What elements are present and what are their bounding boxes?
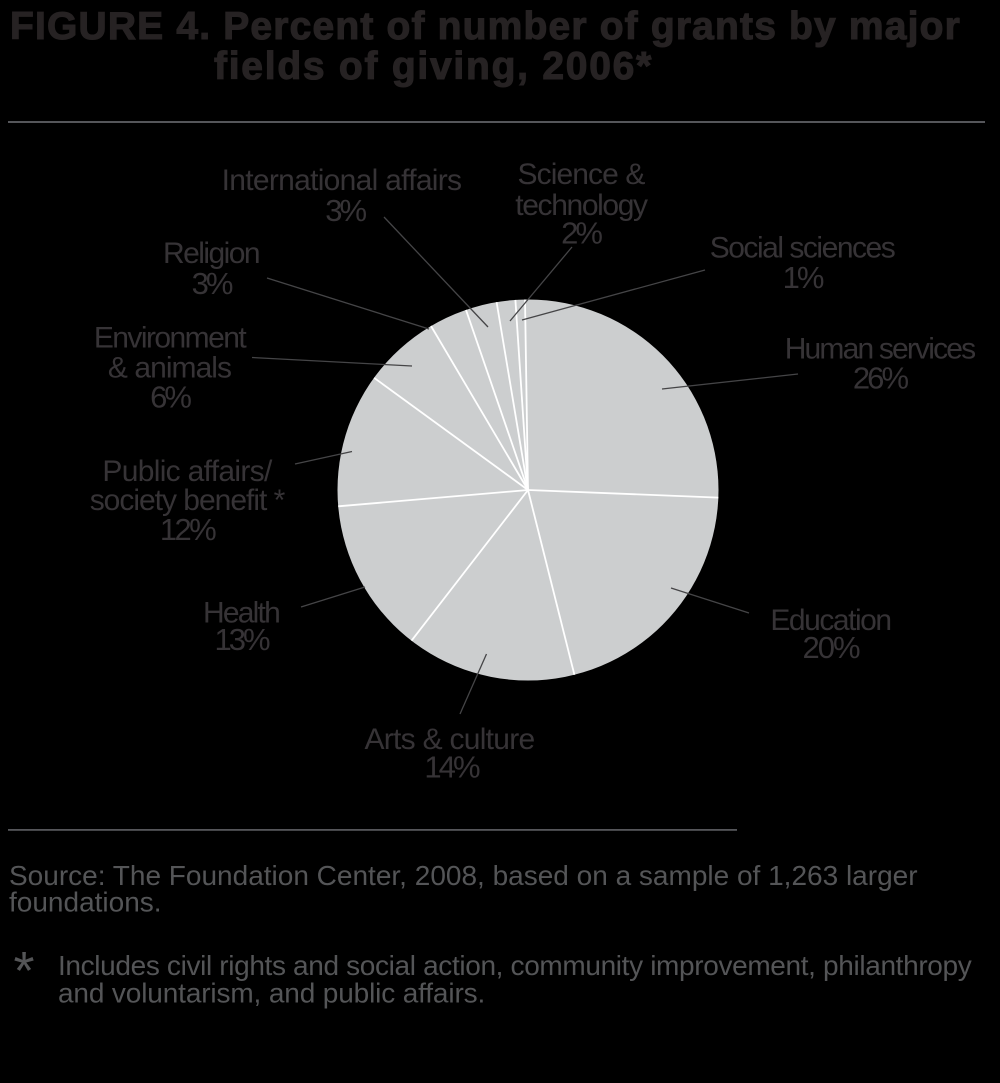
svg-text:Arts & culture: Arts & culture bbox=[365, 723, 535, 756]
svg-text:6%: 6% bbox=[150, 380, 191, 415]
svg-text:foundations.: foundations. bbox=[9, 887, 162, 918]
svg-text:*: * bbox=[14, 941, 35, 1001]
svg-text:Science &: Science & bbox=[518, 158, 646, 191]
svg-text:Religion: Religion bbox=[163, 237, 259, 270]
svg-text:Includes civil rights and soci: Includes civil rights and social action,… bbox=[58, 950, 972, 981]
svg-text:technology: technology bbox=[515, 189, 648, 222]
svg-text:International affairs: International affairs bbox=[222, 164, 462, 197]
svg-text:2%: 2% bbox=[561, 216, 602, 251]
svg-text:FIGURE 4. Percent of number of: FIGURE 4. Percent of number of grants by… bbox=[10, 5, 961, 48]
svg-text:26%: 26% bbox=[853, 361, 909, 396]
svg-text:society benefit *: society benefit * bbox=[90, 484, 286, 517]
svg-text:& animals: & animals bbox=[108, 351, 231, 384]
svg-text:Human services: Human services bbox=[785, 333, 975, 366]
svg-text:Environment: Environment bbox=[94, 322, 247, 355]
svg-text:Social sciences: Social sciences bbox=[710, 232, 895, 265]
svg-text:20%: 20% bbox=[802, 630, 859, 665]
svg-text:12%: 12% bbox=[160, 512, 216, 547]
svg-text:Education: Education bbox=[770, 604, 890, 637]
svg-text:Public affairs/: Public affairs/ bbox=[102, 455, 273, 488]
svg-text:13%: 13% bbox=[214, 622, 269, 657]
svg-text:fields of giving, 2006*: fields of giving, 2006* bbox=[214, 45, 653, 88]
svg-text:Source: The Foundation Center,: Source: The Foundation Center, 2008, bas… bbox=[9, 860, 918, 891]
svg-text:3%: 3% bbox=[325, 193, 366, 228]
svg-text:14%: 14% bbox=[424, 750, 480, 785]
svg-text:Health: Health bbox=[203, 597, 279, 630]
svg-text:3%: 3% bbox=[192, 266, 233, 301]
svg-text:1%: 1% bbox=[783, 260, 824, 295]
svg-text:and voluntarism, and public af: and voluntarism, and public affairs. bbox=[58, 978, 485, 1009]
